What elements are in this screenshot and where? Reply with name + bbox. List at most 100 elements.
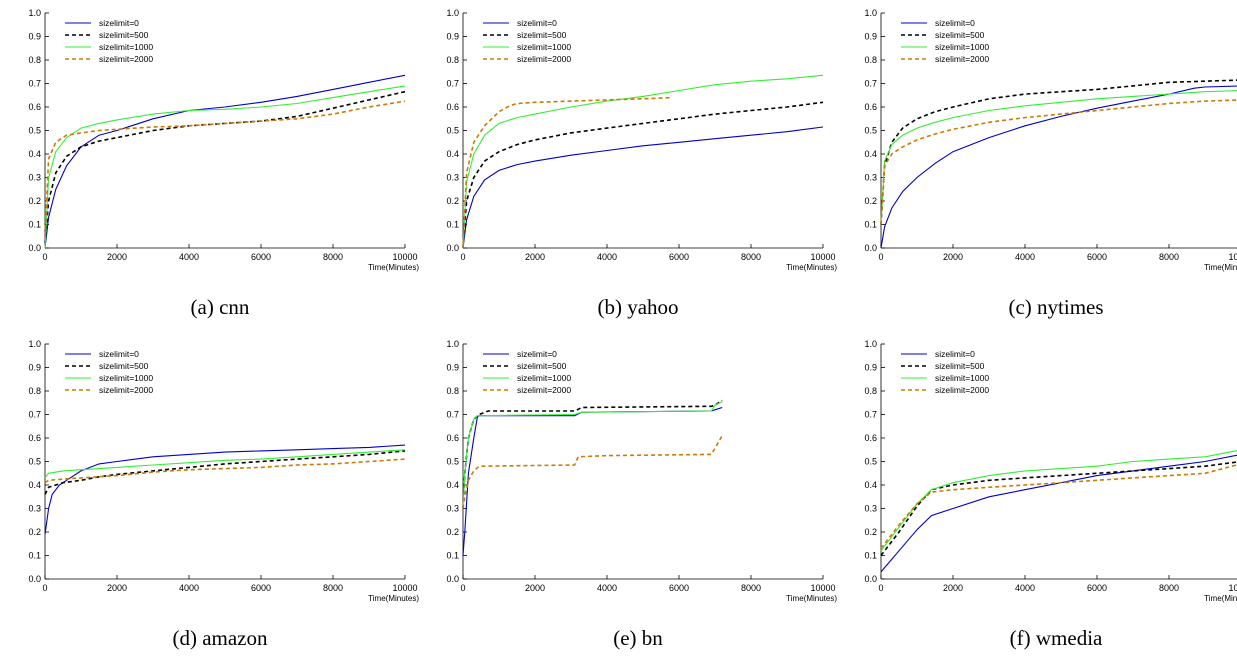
series-line-2 xyxy=(880,450,1237,552)
series-line-1 xyxy=(44,90,406,244)
x-tick-label: 0 xyxy=(42,252,47,262)
chart-caption: (b) yahoo xyxy=(597,295,679,319)
x-axis-label: Time(Minutes) xyxy=(786,594,837,603)
y-tick-label: 0.9 xyxy=(28,32,41,42)
x-axis-label: Time(Minutes) xyxy=(1204,263,1237,272)
chart-svg: 0.0 0.1 0.2 0.3 0.4 0.5 0.6 0.7 0.8 0.9 1.0 0 2000 40… xyxy=(864,339,1237,603)
chart-panel-nytimes: 0.0 0.1 0.2 0.3 0.4 0.5 0.6 0.7 0.8 0.9 1.0 0 2000 40… xyxy=(856,5,1237,325)
x-tick-label: 4000 xyxy=(597,252,617,262)
y-tick-label: 0.3 xyxy=(446,173,459,183)
x-tick-label: 4000 xyxy=(179,252,199,262)
x-tick-label: 10000 xyxy=(392,252,417,262)
x-tick-label: 8000 xyxy=(323,252,343,262)
x-axis-label: Time(Minutes) xyxy=(368,263,419,272)
y-tick-label: 0.0 xyxy=(864,243,877,253)
x-tick-label: 10000 xyxy=(1228,583,1237,593)
series-line-0 xyxy=(44,444,406,535)
x-axis-label: Time(Minutes) xyxy=(368,594,419,603)
chart-panel-amazon: 0.0 0.1 0.2 0.3 0.4 0.5 0.6 0.7 0.8 0.9 1.0 0 2000 40… xyxy=(20,336,420,656)
y-tick-label: 0.4 xyxy=(446,149,459,159)
y-tick-label: 0.1 xyxy=(864,551,877,561)
chart-panel-bn: 0.0 0.1 0.2 0.3 0.4 0.5 0.6 0.7 0.8 0.9 1.0 0 2000 40… xyxy=(438,336,838,656)
x-tick-label: 4000 xyxy=(1015,252,1035,262)
series-line-0 xyxy=(462,406,723,556)
x-tick-label: 2000 xyxy=(107,583,127,593)
x-tick-label: 2000 xyxy=(943,252,963,262)
legend-label: sizelimit=1000 xyxy=(99,42,153,52)
legend-label: sizelimit=1000 xyxy=(517,373,571,383)
x-tick-label: 4000 xyxy=(1015,583,1035,593)
chart-panel-cnn: 0.0 0.1 0.2 0.3 0.4 0.5 0.6 0.7 0.8 0.9 1.0 0 2000 40… xyxy=(20,5,420,325)
x-tick-label: 6000 xyxy=(1087,252,1107,262)
x-tick-label: 8000 xyxy=(1159,583,1179,593)
chart-caption: (c) nytimes xyxy=(1008,295,1104,319)
y-tick-label: 0.2 xyxy=(446,196,459,206)
series-line-2 xyxy=(462,401,723,509)
x-tick-label: 10000 xyxy=(810,252,835,262)
y-tick-label: 0.4 xyxy=(864,480,877,490)
y-tick-label: 0.8 xyxy=(446,386,459,396)
y-tick-label: 0.3 xyxy=(864,173,877,183)
y-tick-label: 0.1 xyxy=(446,551,459,561)
y-tick-label: 0.9 xyxy=(864,363,877,373)
x-tick-label: 8000 xyxy=(741,583,761,593)
legend-label: sizelimit=2000 xyxy=(517,54,571,64)
x-tick-label: 0 xyxy=(878,583,883,593)
x-tick-label: 6000 xyxy=(669,583,689,593)
chart-panel-wmedia: 0.0 0.1 0.2 0.3 0.4 0.5 0.6 0.7 0.8 0.9 1.0 0 2000 40… xyxy=(856,336,1237,656)
x-tick-label: 2000 xyxy=(525,252,545,262)
y-tick-label: 0.4 xyxy=(28,480,41,490)
x-tick-label: 10000 xyxy=(1228,252,1237,262)
series-line-3 xyxy=(462,435,723,509)
y-tick-label: 0.0 xyxy=(28,243,41,253)
series-line-1 xyxy=(462,399,723,509)
y-tick-label: 0.6 xyxy=(446,433,459,443)
chart-caption: (d) amazon xyxy=(172,626,268,650)
chart-svg: 0.0 0.1 0.2 0.3 0.4 0.5 0.6 0.7 0.8 0.9 1.0 0 2000 40… xyxy=(28,8,419,272)
y-tick-label: 0.0 xyxy=(28,574,41,584)
y-tick-label: 0.9 xyxy=(446,363,459,373)
y-tick-label: 0.3 xyxy=(28,504,41,514)
y-tick-label: 0.0 xyxy=(864,574,877,584)
y-tick-label: 0.7 xyxy=(446,79,459,89)
series-line-0 xyxy=(462,126,824,249)
y-tick-label: 0.4 xyxy=(446,480,459,490)
y-tick-label: 0.7 xyxy=(446,410,459,420)
y-tick-label: 0.6 xyxy=(864,433,877,443)
series-line-2 xyxy=(44,449,406,479)
y-tick-label: 0.9 xyxy=(864,32,877,42)
series-line-3 xyxy=(44,100,406,237)
y-tick-label: 0.5 xyxy=(28,457,41,467)
legend-label: sizelimit=0 xyxy=(517,18,557,28)
y-tick-label: 0.6 xyxy=(28,102,41,112)
y-tick-label: 0.5 xyxy=(446,457,459,467)
legend-label: sizelimit=0 xyxy=(99,18,139,28)
y-tick-label: 1.0 xyxy=(864,8,877,18)
legend-label: sizelimit=500 xyxy=(517,361,567,371)
y-tick-label: 0.1 xyxy=(864,220,877,230)
y-tick-label: 0.7 xyxy=(28,410,41,420)
y-tick-label: 0.7 xyxy=(28,79,41,89)
series-line-2 xyxy=(880,90,1237,225)
series-line-0 xyxy=(880,454,1237,573)
y-tick-label: 0.6 xyxy=(446,102,459,112)
y-tick-label: 0.5 xyxy=(446,126,459,136)
series-line-3 xyxy=(462,96,672,249)
y-tick-label: 0.1 xyxy=(28,220,41,230)
x-axis-label: Time(Minutes) xyxy=(786,263,837,272)
series-line-0 xyxy=(44,74,406,249)
x-tick-label: 10000 xyxy=(392,583,417,593)
y-tick-label: 0.2 xyxy=(864,527,877,537)
y-tick-label: 0.0 xyxy=(446,574,459,584)
chart-caption: (e) bn xyxy=(613,626,663,650)
x-tick-label: 10000 xyxy=(810,583,835,593)
y-tick-label: 1.0 xyxy=(28,339,41,349)
y-tick-label: 1.0 xyxy=(28,8,41,18)
legend-label: sizelimit=500 xyxy=(99,361,149,371)
y-tick-label: 0.7 xyxy=(864,410,877,420)
y-tick-label: 0.2 xyxy=(28,196,41,206)
series-line-2 xyxy=(462,74,824,249)
chart-svg: 0.0 0.1 0.2 0.3 0.4 0.5 0.6 0.7 0.8 0.9 1.0 0 2000 40… xyxy=(446,8,837,272)
x-tick-label: 8000 xyxy=(741,252,761,262)
